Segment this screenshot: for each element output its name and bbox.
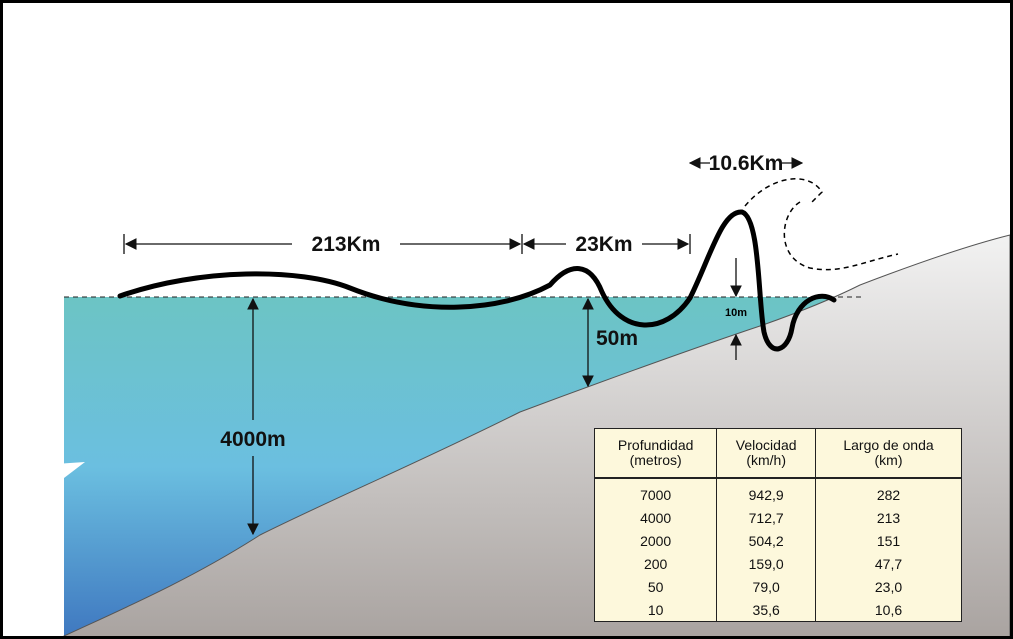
data-table: Profundidad(metros)Velocidad(km/h)Largo … — [594, 428, 962, 622]
table-cell: 942,9 — [717, 478, 816, 506]
table-cell: 282 — [816, 478, 962, 506]
table-cell: 2000 — [595, 529, 717, 552]
header-row: Profundidad(metros)Velocidad(km/h)Largo … — [595, 429, 962, 479]
table-cell: 35,6 — [717, 598, 816, 622]
table-cell: 50 — [595, 575, 717, 598]
table-cell: 10,6 — [816, 598, 962, 622]
table-cell: 159,0 — [717, 552, 816, 575]
header-cell: Velocidad(km/h) — [717, 429, 816, 479]
header-text: (km) — [816, 453, 961, 468]
table-cell: 47,7 — [816, 552, 962, 575]
label: 23Km — [575, 233, 632, 256]
table-cell: 10 — [595, 598, 717, 622]
header-cell: Profundidad(metros) — [595, 429, 717, 479]
label: 10m — [725, 307, 747, 319]
header-text: Profundidad — [595, 438, 716, 453]
label: 213Km — [312, 233, 381, 256]
header-cell: Largo de onda(km) — [816, 429, 962, 479]
diagram: 213Km 23Km 10.6Km 4000m 50m 10m Profundi… — [0, 0, 1013, 639]
table-cell: 79,0 — [717, 575, 816, 598]
table-cell: 7000 — [595, 478, 717, 506]
header-text: (km/h) — [717, 453, 815, 468]
table-cell: 151 — [816, 529, 962, 552]
header-text: Largo de onda — [816, 438, 961, 453]
table-cell: 4000 — [595, 506, 717, 529]
header-text: (metros) — [595, 453, 716, 468]
table-cell: 200 — [595, 552, 717, 575]
label: 10.6Km — [709, 152, 784, 175]
table-cell: 712,7 — [717, 506, 816, 529]
header-text: Velocidad — [717, 438, 815, 453]
label: 50m — [596, 327, 638, 350]
label: 4000m — [220, 428, 285, 451]
table-cell: 213 — [816, 506, 962, 529]
table-cell: 504,2 — [717, 529, 816, 552]
table-cell: 23,0 — [816, 575, 962, 598]
